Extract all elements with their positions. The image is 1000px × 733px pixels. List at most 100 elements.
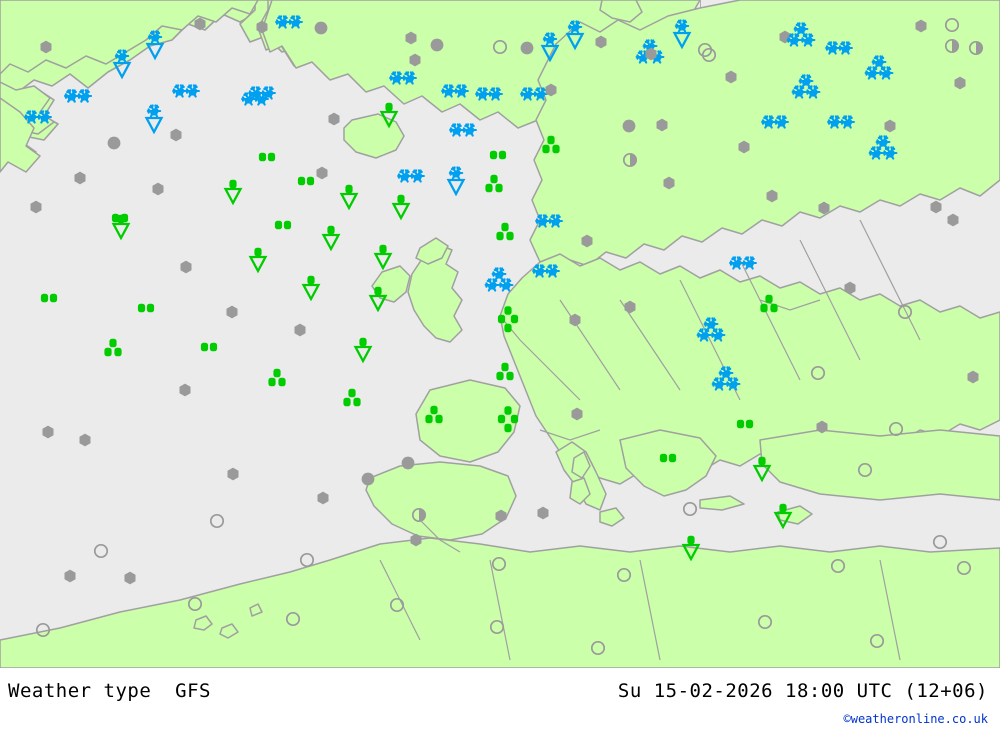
weather-symbol-snow_light bbox=[388, 67, 418, 89]
weather-symbol-snow_light bbox=[171, 80, 201, 102]
weather-symbol-rain_shower bbox=[338, 183, 360, 213]
weather-symbol-clear bbox=[856, 461, 874, 479]
weather-symbol-rain_light bbox=[37, 289, 61, 307]
weather-symbol-clear bbox=[284, 610, 302, 628]
footer-title: Weather type GFS bbox=[8, 680, 211, 702]
land-balkans bbox=[619, 429, 717, 497]
land-north-africa bbox=[0, 537, 1000, 668]
weather-symbol-cloudy bbox=[735, 138, 753, 156]
weather-symbol-cloudy bbox=[881, 117, 899, 135]
weather-symbol-rain_mod bbox=[493, 360, 517, 384]
weather-symbol-clear bbox=[809, 364, 827, 382]
weather-symbol-cloudy bbox=[176, 381, 194, 399]
weather-symbol-cloudy bbox=[642, 45, 660, 63]
weather-symbol-cloudy bbox=[621, 298, 639, 316]
land-france bbox=[415, 379, 521, 463]
weather-symbol-partly bbox=[621, 151, 639, 169]
weather-symbol-snow_mod bbox=[863, 53, 895, 83]
weather-symbol-snow_light bbox=[824, 37, 854, 59]
weather-symbol-cloudy bbox=[912, 17, 930, 35]
weather-symbol-rain_mod bbox=[757, 292, 781, 316]
weather-symbol-cloudy bbox=[407, 531, 425, 549]
weather-symbol-cloudy bbox=[841, 279, 859, 297]
weather-symbol-cloudy bbox=[27, 198, 45, 216]
weather-symbol-rain_shower bbox=[110, 213, 132, 243]
weather-symbol-cloudy bbox=[253, 18, 271, 36]
weather-symbol-snow_mod bbox=[785, 20, 817, 50]
weather-symbol-cloudy bbox=[722, 68, 740, 86]
weather-symbol-cloudy bbox=[492, 507, 510, 525]
weather-symbol-rain_mod bbox=[265, 366, 289, 390]
weather-symbol-clear bbox=[943, 16, 961, 34]
weather-map[interactable] bbox=[0, 0, 1000, 668]
weather-symbol-clear bbox=[34, 621, 52, 639]
weather-symbol-snow_shower bbox=[143, 29, 167, 63]
weather-symbol-rain_light bbox=[197, 338, 221, 356]
weather-symbol-rain_heavy bbox=[495, 405, 521, 435]
weather-symbol-cloudy bbox=[177, 258, 195, 276]
land-anatolia bbox=[759, 429, 1000, 501]
weather-symbol-overcast bbox=[399, 454, 417, 472]
weather-symbol-snow_shower bbox=[563, 19, 587, 53]
weather-symbol-cloudy bbox=[71, 169, 89, 187]
weather-symbol-rain_mod bbox=[422, 403, 446, 427]
weather-symbol-cloudy bbox=[149, 180, 167, 198]
weather-symbol-clear bbox=[887, 420, 905, 438]
weather-symbol-cloudy bbox=[763, 187, 781, 205]
weather-symbol-snow_shower bbox=[142, 103, 166, 137]
weather-symbol-clear bbox=[388, 596, 406, 614]
land-crete bbox=[699, 495, 745, 511]
copyright-label: ©weatheronline.co.uk bbox=[843, 712, 989, 726]
weather-symbol-overcast bbox=[105, 134, 123, 152]
weather-symbol-snow_shower bbox=[110, 48, 134, 82]
weather-symbol-cloudy bbox=[121, 569, 139, 587]
land-canary-2 bbox=[219, 623, 239, 639]
land-canary-islands bbox=[193, 615, 213, 631]
weather-symbol-snow_light bbox=[474, 83, 504, 105]
weather-symbol-rain_light bbox=[255, 148, 279, 166]
weather-symbol-rain_shower bbox=[372, 243, 394, 273]
weather-symbol-cloudy bbox=[566, 311, 584, 329]
weather-symbol-snow_light bbox=[519, 83, 549, 105]
weather-symbol-clear bbox=[298, 551, 316, 569]
weather-symbol-snow_mod bbox=[483, 265, 515, 295]
weather-symbol-rain_mod bbox=[539, 133, 563, 157]
weather-symbol-clear bbox=[868, 632, 886, 650]
weather-symbol-clear bbox=[931, 533, 949, 551]
weather-symbol-snow_light bbox=[760, 111, 790, 133]
land-iberia bbox=[365, 461, 517, 541]
land-svalbard bbox=[599, 0, 643, 23]
weather-symbol-rain_shower bbox=[320, 224, 342, 254]
weather-symbol-cloudy bbox=[76, 431, 94, 449]
weather-symbol-cloudy bbox=[534, 504, 552, 522]
weather-symbol-clear bbox=[615, 566, 633, 584]
map-country-borders bbox=[379, 219, 921, 661]
land-scotland bbox=[415, 237, 449, 265]
weather-symbol-rain_shower bbox=[352, 336, 374, 366]
land-sicily bbox=[599, 507, 625, 527]
weather-symbol-rain_heavy bbox=[495, 305, 521, 335]
weather-symbol-snow_light bbox=[826, 111, 856, 133]
weather-symbol-cloudy bbox=[223, 303, 241, 321]
weather-symbol-rain_shower bbox=[680, 534, 702, 564]
weather-symbol-cloudy bbox=[314, 489, 332, 507]
weather-symbol-snow_mod bbox=[710, 364, 742, 394]
weather-symbol-cloudy bbox=[813, 418, 831, 436]
weather-symbol-cloudy bbox=[815, 199, 833, 217]
weather-symbol-overcast bbox=[428, 36, 446, 54]
weather-symbol-cloudy bbox=[568, 405, 586, 423]
weather-symbol-cloudy bbox=[39, 423, 57, 441]
weather-symbol-overcast bbox=[620, 117, 638, 135]
weather-symbol-rain_shower bbox=[390, 193, 412, 223]
weather-symbol-cloudy bbox=[224, 465, 242, 483]
weather-symbol-snow_light bbox=[63, 85, 93, 107]
weather-symbol-cloudy bbox=[592, 33, 610, 51]
weather-symbol-cloudy bbox=[61, 567, 79, 585]
weather-symbol-clear bbox=[490, 555, 508, 573]
weather-symbol-snow_light bbox=[23, 106, 53, 128]
weather-symbol-clear bbox=[955, 559, 973, 577]
weather-symbol-rain_shower bbox=[772, 502, 794, 532]
weather-symbol-snow_shower bbox=[538, 31, 562, 65]
map-geography bbox=[0, 0, 1000, 668]
weather-symbol-overcast bbox=[518, 39, 536, 57]
